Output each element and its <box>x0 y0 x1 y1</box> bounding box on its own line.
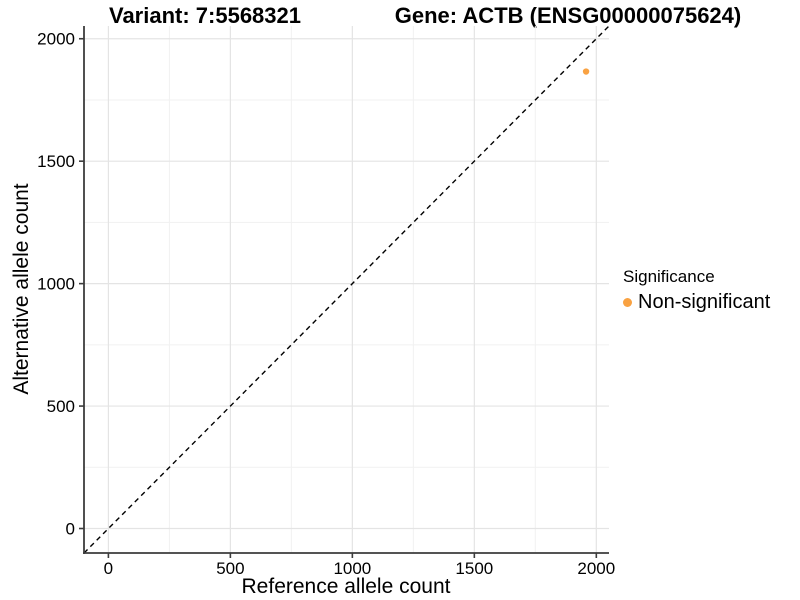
y-tick-label: 1000 <box>37 275 75 294</box>
legend-item-non-significant: Non-significant <box>623 291 770 313</box>
x-tick-label: 0 <box>104 559 113 578</box>
variant-title: Variant: 7:5568321 <box>108 3 302 28</box>
legend: Significance Non-significant <box>623 266 770 313</box>
y-tick-label: 0 <box>66 520 75 539</box>
y-tick-label: 2000 <box>37 30 75 49</box>
x-tick-label: 500 <box>216 559 244 578</box>
y-axis-title: Alternative allele count <box>10 183 33 395</box>
y-tick-label: 500 <box>47 397 75 416</box>
legend-title: Significance <box>623 267 715 286</box>
x-tick-label: 1000 <box>333 559 371 578</box>
x-tick-label: 1500 <box>455 559 493 578</box>
data-point <box>582 68 590 75</box>
x-axis-title: Reference allele count <box>241 575 451 598</box>
legend-item-label: Non-significant <box>638 291 771 313</box>
identity-line <box>83 25 610 554</box>
gene-title: Gene: ACTB (ENSG00000075624) <box>394 3 742 28</box>
x-tick-label: 2000 <box>577 559 615 578</box>
y-tick-label: 1500 <box>37 152 75 171</box>
circle-icon <box>623 297 632 307</box>
